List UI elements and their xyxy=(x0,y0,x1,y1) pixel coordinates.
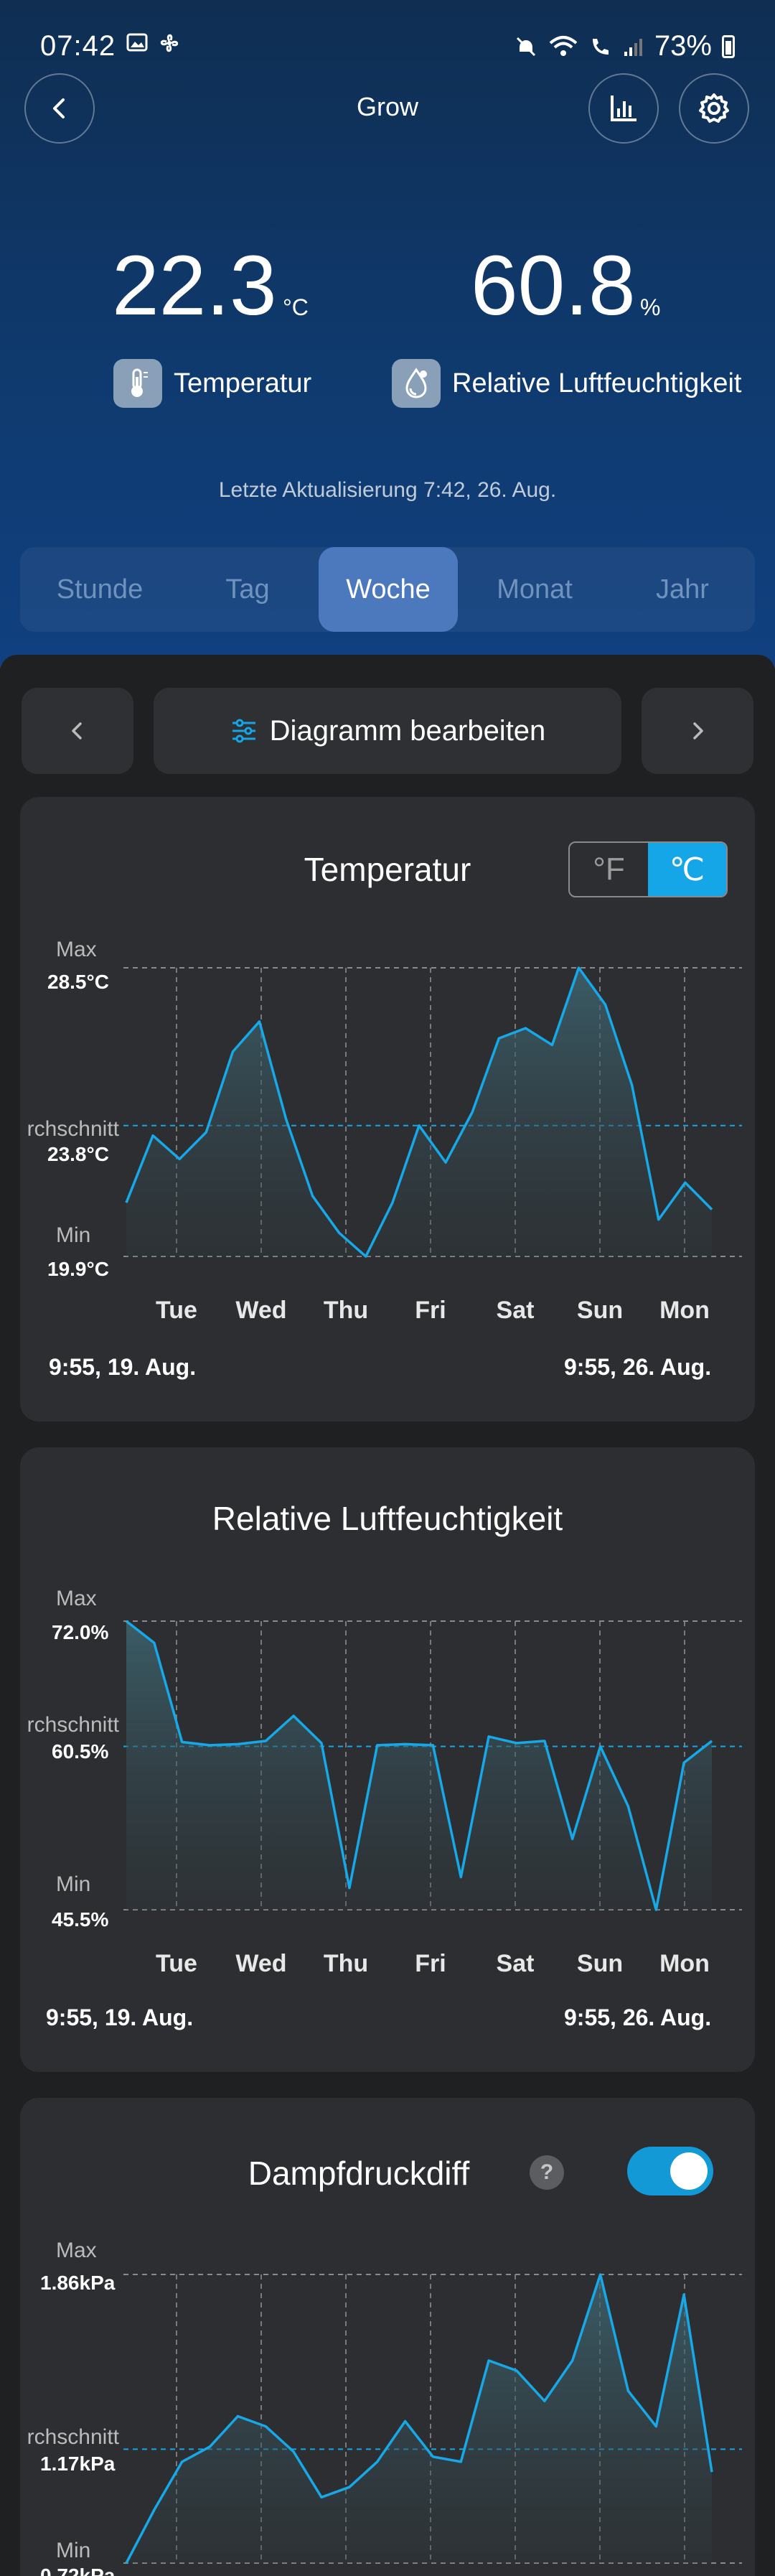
gallery-icon xyxy=(126,33,148,52)
humidity-label: Relative Luftfeuchtigkeit xyxy=(452,368,742,398)
signal-icon xyxy=(624,38,642,56)
thermometer-icon xyxy=(113,359,162,408)
x-axis-label: Sat xyxy=(496,1297,535,1324)
x-axis-label: Fri xyxy=(415,1950,446,1977)
temperature-label-row: Temperatur xyxy=(113,359,311,408)
x-axis-label: Thu xyxy=(323,1950,369,1977)
series-line xyxy=(125,2273,713,2564)
range-end: 9:55, 26. Aug. xyxy=(564,1354,712,1380)
status-time: 07:42 xyxy=(40,30,116,62)
tab-woche[interactable]: Woche xyxy=(319,547,458,632)
tab-monat[interactable]: Monat xyxy=(497,574,573,605)
battery-percent: 73% xyxy=(654,30,712,62)
vpd-chart-card: Dampfdruckdiff ? Max 1.86kPa Durchschnit… xyxy=(20,2098,755,2576)
average-value: 1.17kPa xyxy=(40,2453,116,2475)
x-axis-label: Tue xyxy=(156,1297,197,1324)
average-label: Durchschnitt xyxy=(26,2425,119,2449)
x-axis-label: Sun xyxy=(576,1297,624,1324)
humidity-value: 60.8 xyxy=(471,238,636,333)
max-value: 72.0% xyxy=(52,1621,109,1643)
last-update-text: Letzte Aktualisierung 7:42, 26. Aug. xyxy=(218,478,557,502)
back-button[interactable] xyxy=(24,73,95,144)
series-line xyxy=(125,1620,713,1911)
settings-button[interactable] xyxy=(679,73,749,144)
chevron-right-icon xyxy=(693,722,703,739)
vpd-toggle-switch[interactable] xyxy=(627,2147,713,2195)
temperature-chart-card: Temperatur °F ℃ Max 28.5°C Durchschnitt … xyxy=(20,797,755,1422)
min-label: Min xyxy=(56,1223,91,1247)
period-tabs: Stunde Tag Woche Monat Jahr xyxy=(20,547,755,632)
temperature-label: Temperatur xyxy=(174,368,312,398)
x-axis-label: Fri xyxy=(415,1297,446,1324)
status-bar: 07:42 73% xyxy=(0,26,775,69)
range-start: 9:55, 19. Aug. xyxy=(46,2005,194,2030)
bar-chart-icon xyxy=(611,95,637,121)
sliders-icon xyxy=(232,719,255,743)
humidity-unit: % xyxy=(640,294,661,320)
x-axis-label: Wed xyxy=(235,1950,287,1977)
min-value: 19.9°C xyxy=(47,1258,109,1280)
unit-toggle: °F ℃ xyxy=(568,841,728,897)
series-area xyxy=(126,1621,712,1910)
min-label: Min xyxy=(56,1872,91,1896)
average-label: Durchschnitt xyxy=(26,1713,119,1737)
x-axis-label: Mon xyxy=(659,1297,710,1324)
tab-stunde[interactable]: Stunde xyxy=(56,574,144,605)
x-axis-label: Thu xyxy=(323,1297,369,1324)
wifi-call-icon xyxy=(592,38,609,55)
help-icon[interactable]: ? xyxy=(530,2155,564,2190)
x-axis-label: Sun xyxy=(576,1950,624,1977)
next-period-button[interactable] xyxy=(642,688,753,774)
wifi-icon xyxy=(549,35,578,56)
vpd-line-chart xyxy=(123,2273,742,2564)
humidity-label-row: Relative Luftfeuchtigkeit xyxy=(392,359,741,408)
humidity-drop-icon xyxy=(392,359,441,408)
x-axis-label: Wed xyxy=(235,1297,287,1324)
max-value: 28.5°C xyxy=(47,971,109,993)
max-label: Max xyxy=(56,938,97,961)
chevron-left-icon xyxy=(72,722,82,739)
humidity-chart-title: Relative Luftfeuchtigkeit xyxy=(212,1500,563,1537)
edit-chart-button[interactable]: Diagramm bearbeiten xyxy=(154,688,621,774)
x-axis-label: Tue xyxy=(156,1950,197,1977)
temperature-chart-title: Temperatur xyxy=(304,851,471,888)
edit-chart-label: Diagramm bearbeiten xyxy=(269,714,546,747)
min-value: 45.5% xyxy=(52,1908,109,1931)
series-area xyxy=(126,968,712,1256)
previous-period-button[interactable] xyxy=(22,688,133,774)
max-label: Max xyxy=(56,2239,97,2262)
gear-icon xyxy=(699,93,729,123)
average-value: 60.5% xyxy=(52,1740,109,1763)
humidity-chart-card: Relative Luftfeuchtigkeit Max 72.0% Durc… xyxy=(20,1447,755,2072)
switch-knob xyxy=(670,2152,708,2190)
range-end: 9:55, 26. Aug. xyxy=(564,2005,712,2030)
celsius-option[interactable]: ℃ xyxy=(648,843,726,896)
humidity-line-chart xyxy=(123,1620,742,1911)
fan-icon xyxy=(160,34,179,52)
tab-tag[interactable]: Tag xyxy=(225,574,270,605)
tab-jahr[interactable]: Jahr xyxy=(656,574,709,605)
mute-icon xyxy=(516,37,535,56)
min-label: Min xyxy=(56,2539,91,2562)
fahrenheit-option[interactable]: °F xyxy=(593,851,625,887)
chevron-left-icon xyxy=(53,98,65,118)
page-title: Grow xyxy=(356,92,418,121)
series-area xyxy=(126,2274,712,2563)
temperature-value: 22.3 xyxy=(112,238,277,333)
range-start: 9:55, 19. Aug. xyxy=(49,1354,197,1380)
average-value: 23.8°C xyxy=(47,1143,109,1165)
statistics-button[interactable] xyxy=(588,73,659,144)
x-axis-label: Mon xyxy=(659,1950,710,1977)
x-axis-label: Sat xyxy=(496,1950,535,1977)
temperature-unit: °C xyxy=(283,294,309,320)
vpd-chart-title: Dampfdruckdiff xyxy=(248,2155,470,2192)
temperature-line-chart xyxy=(123,966,742,1258)
max-value: 1.86kPa xyxy=(40,2272,116,2294)
battery-icon xyxy=(722,34,735,58)
max-label: Max xyxy=(56,1587,97,1610)
min-value: 0.72kPa xyxy=(40,2565,116,2576)
average-label: Durchschnitt xyxy=(26,1117,119,1141)
